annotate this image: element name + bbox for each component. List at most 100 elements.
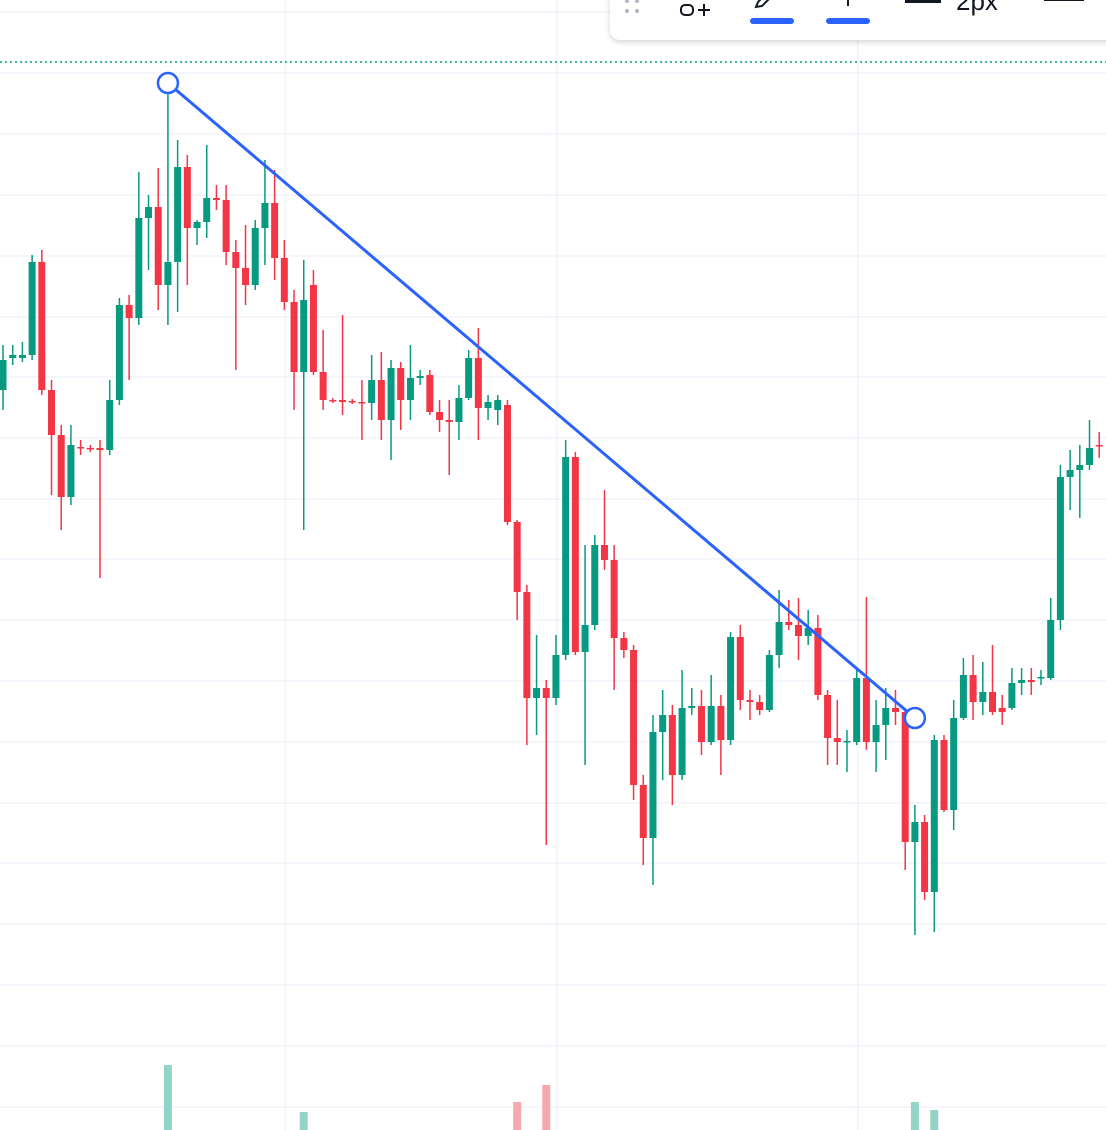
candle-body	[77, 447, 85, 449]
trend-line-handle[interactable]	[903, 706, 927, 730]
candle-body	[620, 638, 628, 650]
candle-body	[969, 675, 977, 702]
candle-body	[242, 268, 250, 285]
candle-body	[9, 355, 17, 358]
candle-body	[1056, 477, 1064, 620]
volume-bar	[299, 1112, 308, 1130]
candle-body	[824, 695, 832, 738]
candle-body	[940, 740, 948, 810]
candle-body	[542, 688, 550, 698]
trend-line-handle[interactable]	[156, 71, 180, 95]
candle-body	[232, 252, 240, 268]
candle-body	[358, 402, 366, 404]
candle-body	[261, 203, 269, 228]
candle-body	[756, 702, 764, 710]
volume-bar	[542, 1085, 551, 1130]
candle-body	[1047, 620, 1055, 678]
candle-body	[474, 358, 482, 408]
candle-body	[125, 305, 133, 318]
line-width-icon[interactable]	[905, 0, 941, 3]
candle-body	[533, 688, 541, 698]
candle-body	[998, 708, 1006, 712]
candle-body	[746, 700, 754, 702]
candle-body	[814, 628, 822, 695]
candle-body	[1076, 465, 1084, 470]
candle-body	[727, 637, 735, 740]
candle-body	[833, 738, 841, 742]
candle-body	[309, 285, 317, 372]
candle-body	[48, 390, 56, 435]
candle-body	[901, 712, 909, 842]
candle-body	[222, 200, 230, 252]
candle-body	[397, 368, 405, 400]
candle-body	[1066, 470, 1074, 477]
candle-body	[668, 715, 676, 775]
candle-body	[930, 740, 938, 892]
drag-handle[interactable]	[625, 0, 639, 13]
trend-line	[166, 81, 916, 720]
candle-body	[67, 445, 75, 497]
candle-body	[377, 380, 385, 420]
line-width-label[interactable]: 2px	[956, 0, 998, 16]
candle-body	[571, 457, 579, 652]
candle-body	[707, 706, 715, 742]
candle-body	[678, 708, 686, 775]
candle-body	[523, 592, 531, 698]
candle-body	[862, 678, 870, 742]
candle-body	[1018, 680, 1026, 683]
candle-body	[212, 198, 220, 200]
volume-bar	[163, 1065, 172, 1130]
candle-body	[911, 822, 919, 842]
candle-body	[57, 435, 65, 497]
candle-body	[164, 262, 172, 285]
candle-body	[445, 420, 453, 422]
candle-body	[1027, 680, 1035, 682]
candle-body	[630, 650, 638, 785]
toolbar-icons	[625, 0, 1084, 24]
volume-bar	[930, 1110, 939, 1130]
text-color-button[interactable]	[826, 0, 870, 24]
candle-body	[649, 732, 657, 838]
candle-body	[610, 560, 618, 638]
candle-body	[251, 228, 259, 285]
candle-body	[552, 655, 560, 698]
candle-body	[203, 198, 211, 222]
candle-body	[290, 302, 298, 372]
candle-body	[950, 718, 958, 810]
candle-body	[0, 360, 7, 390]
candle-body	[1037, 677, 1045, 679]
candle-body	[193, 222, 201, 228]
candle-body	[494, 400, 502, 410]
line-style-icon[interactable]	[1044, 0, 1084, 1]
candle-body	[436, 412, 444, 420]
candle-body	[300, 300, 308, 372]
candle-body	[804, 628, 812, 636]
candle-body	[154, 207, 162, 285]
candle-body	[174, 167, 182, 262]
candle-body	[329, 400, 337, 402]
candle-body	[562, 457, 570, 655]
candle-body	[659, 715, 667, 732]
candle-body	[882, 708, 890, 725]
candle-body	[86, 448, 94, 450]
volume-bar	[513, 1102, 522, 1130]
candle-body	[872, 725, 880, 742]
candle-body	[591, 545, 599, 625]
candle-body	[775, 622, 783, 655]
candle-body	[319, 372, 327, 400]
candle-body	[891, 708, 899, 712]
color-button[interactable]	[750, 0, 794, 24]
candle-body	[271, 203, 279, 258]
template-icon[interactable]	[680, 4, 710, 16]
candle-body	[853, 678, 861, 742]
candle-body	[794, 625, 802, 636]
candle-body	[106, 400, 114, 450]
candle-body	[785, 622, 793, 625]
candle-body	[697, 706, 705, 742]
candle-body	[1095, 445, 1103, 447]
candle-body	[979, 692, 987, 702]
candle-body	[465, 358, 473, 398]
candle-body	[717, 706, 725, 740]
